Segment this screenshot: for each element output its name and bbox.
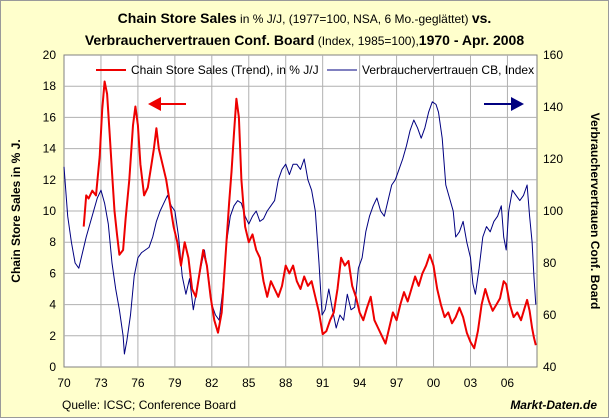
left-tick-label: 8	[49, 235, 56, 249]
title-line-2: Verbrauchervertrauen Conf. Board (Index,…	[0, 30, 609, 52]
x-tick-label: 06	[501, 376, 515, 390]
right-tick-label: 80	[543, 256, 557, 270]
legend-confidence-label: Verbrauchervertrauen CB, Index	[362, 63, 534, 77]
right-arrow-icon	[484, 97, 524, 111]
title-confidence: Verbrauchervertrauen Conf. Board	[84, 32, 315, 48]
left-tick-label: 0	[49, 360, 56, 374]
x-tick-label: 00	[427, 376, 441, 390]
x-tick-label: 82	[205, 376, 219, 390]
title-sales-detail: in % J/J, (1977=100, NSA, 6 Mo.-geglätte…	[236, 12, 472, 26]
right-tick-label: 120	[543, 152, 563, 166]
x-tick-label: 88	[279, 376, 293, 390]
x-tick-label: 79	[168, 376, 182, 390]
brand-label: Markt-Daten.de	[510, 398, 597, 412]
x-tick-label: 03	[464, 376, 478, 390]
title-line-1: Chain Store Sales in % J/J, (1977=100, N…	[0, 8, 609, 30]
left-tick-label: 14	[43, 142, 57, 156]
right-tick-label: 140	[543, 100, 563, 114]
right-tick-label: 100	[543, 204, 563, 218]
right-tick-label: 60	[543, 308, 557, 322]
left-tick-label: 18	[43, 79, 57, 93]
x-tick-label: 97	[390, 376, 404, 390]
left-tick-label: 16	[43, 110, 57, 124]
left-tick-label: 12	[43, 173, 57, 187]
x-tick-label: 94	[353, 376, 367, 390]
right-axis-ticks: 40 60 80 100 120 140 160	[543, 48, 563, 374]
left-tick-label: 20	[43, 48, 57, 62]
title-confidence-detail: (Index, 1985=100),	[314, 34, 419, 48]
left-tick-label: 10	[43, 204, 57, 218]
x-axis-ticks: 70 73 76 79 82 85 88 91 94 97 00 03 06	[57, 376, 514, 390]
left-arrow-icon	[148, 97, 186, 111]
confidence-series-line	[63, 101, 537, 355]
right-tick-label: 40	[543, 360, 557, 374]
left-axis-label: Chain Store Sales in % J.	[9, 139, 23, 282]
x-tick-label: 76	[131, 376, 145, 390]
left-tick-label: 4	[49, 298, 56, 312]
title-period: 1970 - Apr. 2008	[418, 32, 525, 48]
x-tick-label: 73	[94, 376, 108, 390]
right-axis-label: Verbrauchervertrauen Conf. Board	[588, 113, 602, 310]
left-tick-label: 6	[49, 266, 56, 280]
left-tick-label: 2	[49, 329, 56, 343]
x-tick-label: 91	[316, 376, 330, 390]
x-tick-label: 85	[242, 376, 256, 390]
series-lines	[63, 80, 537, 355]
legend-sales-label: Chain Store Sales (Trend), in % J/J	[131, 63, 319, 77]
right-tick-label: 160	[543, 48, 563, 62]
source-note: Quelle: ICSC; Conference Board	[62, 398, 237, 412]
sales-series-line	[82, 80, 537, 350]
title-sales: Chain Store Sales	[117, 10, 237, 26]
left-axis-ticks: 0 2 4 6 8 10 12 14 16 18 20	[43, 48, 57, 374]
chart-title: Chain Store Sales in % J/J, (1977=100, N…	[0, 8, 609, 52]
title-vs: vs.	[471, 10, 492, 26]
x-tick-label: 70	[57, 376, 71, 390]
